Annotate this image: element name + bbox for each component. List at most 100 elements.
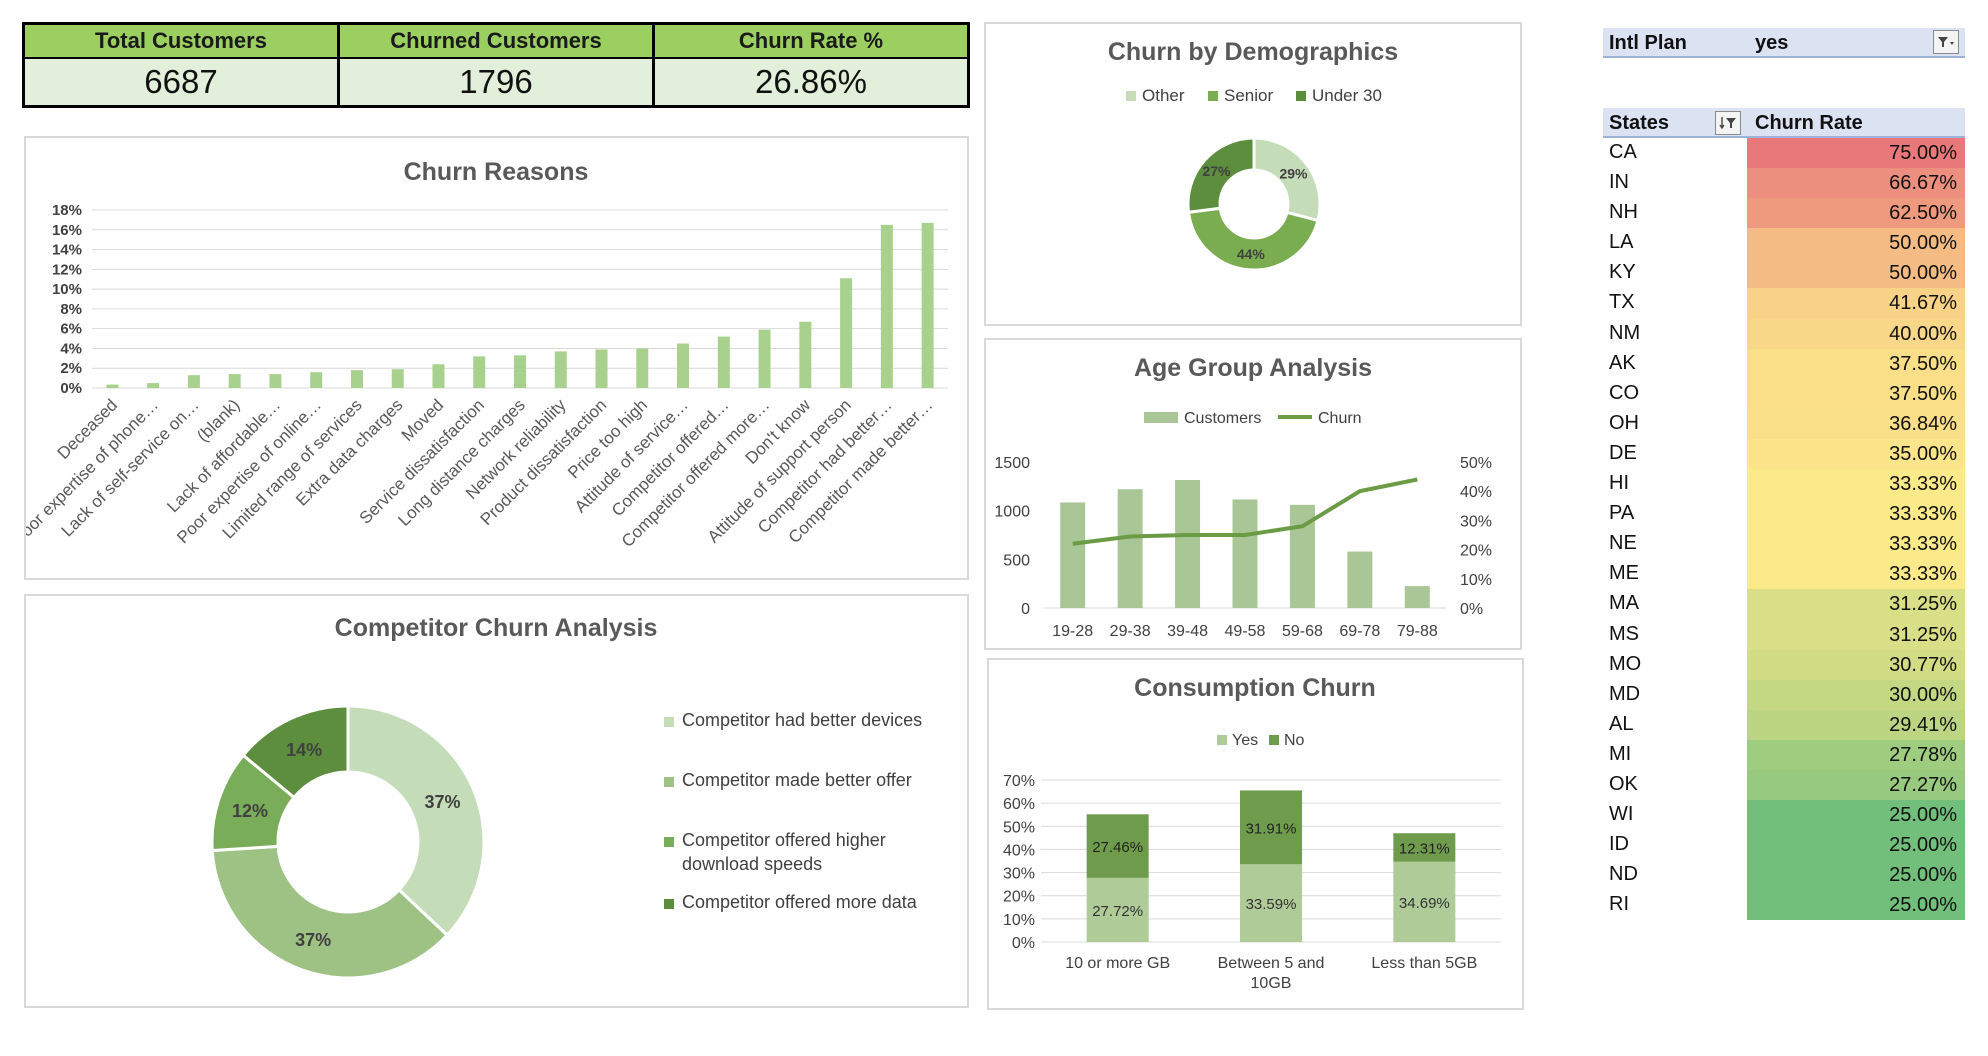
legend-swatch: [664, 837, 674, 847]
state-code: LA: [1609, 231, 1634, 254]
bar: [1347, 551, 1373, 608]
bar: [228, 374, 241, 388]
age-group-chart[interactable]: Age Group Analysis Customers Churn 0 500 1000…: [984, 338, 1522, 650]
state-code: CO: [1609, 381, 1639, 404]
states-churn-table: States Churn Rate CA 75.00% IN 66.67% NH 62.5…: [1603, 108, 1965, 921]
churn-rate-cell: 31.25%: [1747, 589, 1965, 620]
kpi-churned-customers: Churned Customers 1796: [340, 25, 655, 105]
bar: [147, 383, 160, 388]
x-tick-label: 69-78: [1339, 623, 1380, 640]
churn-rate-cell: 25.00%: [1747, 800, 1965, 831]
competitor-churn-chart[interactable]: Competitor Churn Analysis 37% 37% 12% 14% Com…: [24, 594, 969, 1008]
x-tick-label: 79-88: [1397, 623, 1438, 640]
legend-swatch: [1217, 735, 1227, 745]
bar: [799, 321, 812, 388]
states-sort-filter-button[interactable]: [1715, 111, 1741, 135]
churn-rate-cell: 36.84%: [1747, 408, 1965, 439]
y-tick-label: 40%: [1003, 842, 1035, 859]
competitor-slice-3: [241, 704, 350, 800]
x-tick-label: 29-38: [1110, 623, 1151, 640]
chart-title: Consumption Churn: [1134, 674, 1376, 702]
y-tick-label: 18%: [52, 202, 82, 219]
table-row: MD 30.00%: [1603, 679, 1965, 710]
state-code: AK: [1609, 351, 1636, 374]
state-code: ID: [1609, 833, 1629, 856]
competitor-churn-svg: Competitor Churn Analysis 37% 37% 12% 14% Com…: [210, 614, 922, 980]
bar: [391, 369, 404, 388]
competitor-slice-1: [210, 844, 450, 980]
table-row: MA 31.25%: [1603, 589, 1965, 620]
state-code: WI: [1609, 803, 1634, 826]
churn-reasons-chart[interactable]: Churn Reasons 0% 2% 4% 6% 8% 10% 12% 14% 16% 18% De…: [24, 136, 969, 580]
y-right-tick-label: 20%: [1460, 543, 1492, 560]
churn-rate-cell: 75.00%: [1747, 138, 1965, 169]
data-label: 27%: [1202, 163, 1231, 179]
y-tick-label: 30%: [1003, 866, 1035, 883]
bar: [677, 343, 690, 388]
table-row: ID 25.00%: [1603, 830, 1965, 861]
state-code: MA: [1609, 592, 1639, 615]
churn-reasons-svg: Churn Reasons0%2%4%6%8%10%12%14%16%18%De…: [26, 158, 948, 551]
state-code: RI: [1609, 893, 1629, 916]
data-label: 31.91%: [1246, 820, 1297, 837]
legend-swatch: [1126, 91, 1136, 101]
sort-filter-icon: [1719, 117, 1736, 130]
bar: [310, 372, 323, 388]
state-code: CA: [1609, 141, 1637, 163]
state-code: NE: [1609, 532, 1637, 555]
bar: [717, 336, 730, 388]
state-code: DE: [1609, 441, 1637, 464]
churn-rate-cell: 27.27%: [1747, 769, 1965, 801]
demographics-slice-1: [1186, 206, 1320, 272]
y-tick-label: 12%: [52, 261, 82, 278]
y-left-tick-label: 1500: [994, 455, 1030, 472]
legend-swatch: [1296, 91, 1306, 101]
table-row: HI 33.33%: [1603, 469, 1965, 500]
churn-rate-cell: 30.77%: [1747, 649, 1965, 680]
age-group-svg: Age Group Analysis Customers Churn 0 500 1000…: [994, 354, 1492, 640]
bar: [432, 364, 445, 388]
table-row: RI 25.00%: [1603, 890, 1965, 921]
y-tick-label: 10%: [1003, 912, 1035, 929]
bar: [1232, 499, 1258, 608]
filter-label: Intl Plan: [1609, 32, 1687, 54]
demographics-chart[interactable]: Churn by Demographics Other Senior Under 30…: [984, 22, 1522, 326]
y-right-tick-label: 40%: [1460, 484, 1492, 501]
legend-label: Senior: [1224, 86, 1273, 105]
y-tick-label: 20%: [1003, 889, 1035, 906]
bar-yes: [1086, 877, 1149, 942]
churn-rate-cell: 40.00%: [1747, 318, 1965, 349]
bar: [840, 278, 853, 388]
kpi-churn-rate: Churn Rate % 26.86%: [655, 25, 967, 105]
churn-rate-cell: 33.33%: [1747, 499, 1965, 530]
y-left-tick-label: 1000: [994, 504, 1030, 521]
state-code: MO: [1609, 652, 1642, 675]
x-tick-label: 39-48: [1167, 623, 1208, 640]
state-code: OH: [1609, 411, 1639, 434]
bar: [269, 374, 282, 388]
intl-plan-filter: Intl Plan yes: [1603, 28, 1965, 58]
legend-swatch: [1208, 91, 1218, 101]
demographics-svg: Churn by Demographics Other Senior Under 30…: [1108, 38, 1398, 272]
legend-label: Competitor made better offer: [682, 770, 912, 790]
chart-title: Age Group Analysis: [1134, 354, 1372, 382]
y-right-tick-label: 30%: [1460, 513, 1492, 530]
table-row: NE 33.33%: [1603, 529, 1965, 560]
legend-label: Competitor offered higher download speeds: [682, 830, 886, 874]
bar: [1175, 480, 1201, 608]
y-tick-label: 6%: [60, 321, 82, 338]
legend-label: Competitor offered more data: [682, 892, 918, 912]
table-row: MI 27.78%: [1603, 739, 1965, 770]
y-tick-label: 50%: [1003, 819, 1035, 836]
states-table-body: CA 75.00% IN 66.67% NH 62.50% LA 50.00% KY 50.00%…: [1603, 138, 1965, 921]
filter-dropdown-button[interactable]: [1933, 30, 1959, 54]
y-left-tick-label: 500: [1003, 552, 1030, 569]
bar-yes: [1240, 864, 1302, 942]
data-label: 27.72%: [1092, 903, 1143, 920]
churn-rate-cell: 33.33%: [1747, 559, 1965, 590]
chart-title: Churn by Demographics: [1108, 38, 1398, 66]
state-code: NM: [1609, 321, 1641, 344]
consumption-churn-chart[interactable]: Consumption Churn Yes No 0% 10% 20% 30% 40% 50% 6…: [987, 658, 1524, 1010]
bar: [350, 370, 363, 388]
bar: [1404, 586, 1430, 608]
